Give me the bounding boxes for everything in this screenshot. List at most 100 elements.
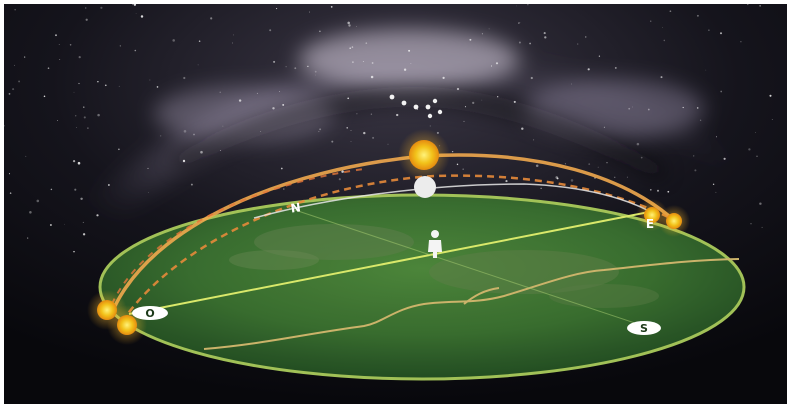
star [341, 170, 344, 173]
star [25, 155, 27, 157]
star [73, 250, 75, 253]
star [663, 39, 666, 42]
star [748, 148, 751, 151]
star [331, 140, 334, 143]
star [347, 97, 350, 100]
star [417, 108, 418, 110]
star [614, 66, 617, 69]
star [147, 167, 149, 169]
star [365, 42, 368, 44]
star [160, 135, 162, 137]
star [408, 49, 411, 52]
star-field [4, 4, 773, 253]
star [571, 83, 572, 85]
star [350, 130, 352, 131]
star [283, 188, 285, 190]
star [362, 60, 364, 63]
star [519, 22, 521, 23]
star [27, 237, 29, 239]
star [307, 65, 309, 68]
star [140, 15, 144, 18]
star [535, 164, 539, 167]
star [269, 29, 272, 32]
star [456, 87, 460, 91]
star [527, 4, 529, 6]
compass-south: S [627, 321, 661, 335]
star [451, 150, 454, 153]
star [338, 178, 341, 181]
star [529, 42, 531, 45]
star [370, 75, 374, 79]
star [72, 159, 76, 163]
star [238, 99, 242, 102]
star [747, 4, 749, 6]
star [83, 116, 86, 119]
star [100, 6, 103, 9]
star [318, 130, 320, 133]
star [183, 130, 187, 133]
star [260, 131, 262, 132]
star [182, 159, 186, 163]
compass-east: E [646, 217, 654, 231]
star [149, 79, 151, 81]
star [97, 113, 100, 117]
star [759, 5, 761, 7]
star [667, 190, 670, 193]
star [256, 92, 258, 94]
east-west-line [288, 207, 645, 327]
star [606, 162, 608, 164]
planetarium-photo: N E S O [4, 4, 787, 404]
star [693, 155, 695, 157]
star [280, 167, 283, 170]
star [57, 119, 59, 121]
star [104, 84, 107, 87]
star [597, 166, 599, 168]
white-arc [253, 183, 655, 219]
star [272, 107, 275, 110]
star [456, 163, 459, 166]
dotted-moon-trail [389, 94, 443, 119]
star [462, 168, 464, 170]
star [769, 94, 772, 97]
star [8, 173, 11, 175]
star [490, 65, 493, 67]
star [9, 192, 12, 194]
star [694, 169, 697, 172]
star [36, 199, 40, 203]
star [372, 136, 375, 139]
star [396, 113, 399, 117]
star [464, 106, 467, 108]
star [696, 107, 699, 109]
sun-icon [97, 300, 117, 320]
star [543, 32, 546, 35]
star [348, 24, 351, 27]
star [134, 49, 137, 52]
star [350, 141, 352, 142]
star [521, 127, 524, 130]
star [588, 163, 591, 165]
dust-lanes [171, 91, 667, 179]
star [740, 41, 742, 43]
star [564, 163, 566, 165]
sun-icon [409, 140, 439, 170]
celestial-sphere-diagram: N E S O [4, 4, 787, 404]
sun-icon [117, 315, 137, 335]
compass-west: O [132, 306, 168, 320]
star [232, 34, 234, 36]
star [715, 136, 718, 138]
star [469, 38, 472, 41]
star [628, 107, 631, 110]
star [75, 115, 77, 117]
star [232, 42, 234, 44]
star [533, 139, 535, 141]
star [273, 60, 276, 63]
star [279, 91, 280, 92]
star [660, 76, 663, 79]
sun-icon [666, 213, 682, 229]
star [285, 66, 287, 68]
star [505, 180, 508, 183]
star [29, 211, 32, 214]
star [219, 91, 221, 93]
star [530, 76, 533, 80]
star [190, 183, 193, 186]
